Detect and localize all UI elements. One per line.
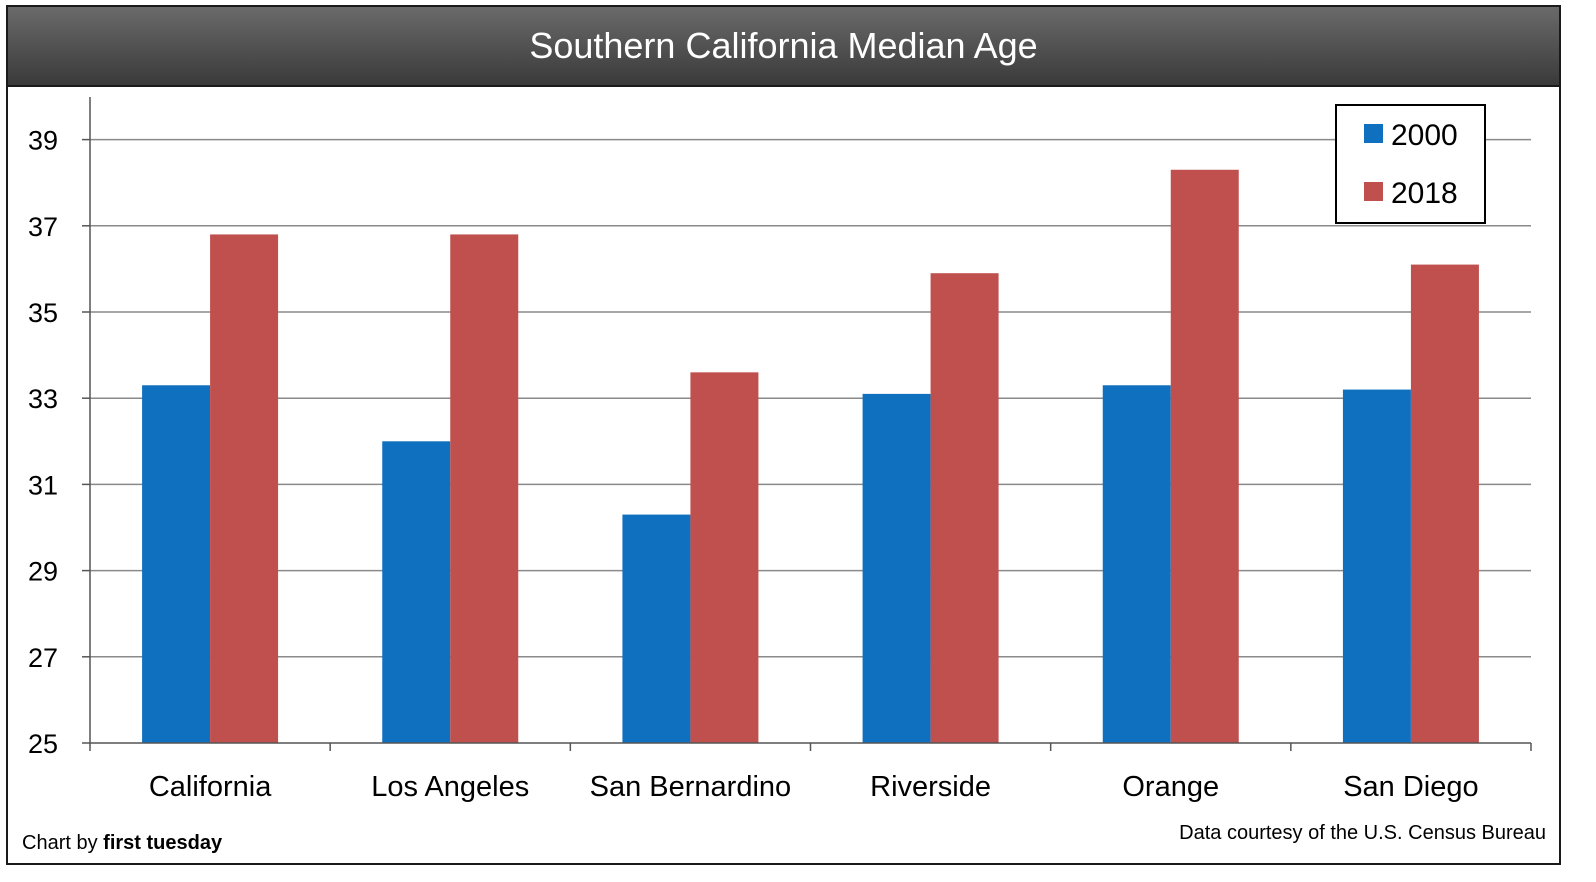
y-tick-label: 35 <box>28 298 58 328</box>
credit-brand: first tuesday <box>103 832 223 854</box>
grid-lines <box>90 138 1531 658</box>
legend-swatch <box>1364 182 1383 201</box>
chart-title: Southern California Median Age <box>8 7 1559 87</box>
bar-2018-riverside <box>930 273 999 743</box>
y-tick-label: 31 <box>28 470 58 500</box>
credit-prefix: Chart by <box>22 832 98 854</box>
legend-swatch <box>1364 124 1383 143</box>
credit-text: Chart by first tuesday <box>22 832 222 855</box>
y-tick-label: 33 <box>28 384 58 414</box>
bar-2000-orange <box>1102 385 1171 743</box>
y-tick-label: 25 <box>28 729 58 759</box>
y-tick-label: 37 <box>28 212 58 242</box>
axes: 25 27 29 31 33 35 37 39 California Los Angeles San… <box>28 97 1532 803</box>
bar-2000-california <box>142 385 211 743</box>
x-tick-label: Riverside <box>870 771 991 803</box>
y-tick-label: 29 <box>28 557 58 587</box>
source-text: Data courtesy of the U.S. Census Bureau <box>1179 822 1546 844</box>
bar-2018-california <box>210 234 279 744</box>
legend: 2000 2018 <box>1335 104 1486 224</box>
bar-2000-los-angeles <box>382 441 451 743</box>
x-tick-label: San Bernardino <box>590 771 792 803</box>
bar-2000-san-bernardino <box>622 514 691 743</box>
bar-2000-san-diego <box>1342 389 1411 743</box>
legend-label: 2018 <box>1391 177 1458 210</box>
bar-2018-san-bernardino <box>690 372 759 743</box>
bar-2000-riverside <box>862 393 931 743</box>
y-tick-label: 27 <box>28 643 58 673</box>
x-tick-label: California <box>149 771 272 803</box>
legend-label: 2000 <box>1391 119 1458 152</box>
bars <box>142 169 1479 744</box>
x-tick-label: Orange <box>1122 771 1219 803</box>
bar-2018-orange <box>1170 169 1239 743</box>
y-tick-label: 39 <box>28 126 58 156</box>
legend-box <box>1335 104 1486 224</box>
bar-2018-san-diego <box>1410 264 1479 743</box>
x-tick-label: San Diego <box>1343 771 1478 803</box>
bar-2018-los-angeles <box>450 234 519 744</box>
x-tick-label: Los Angeles <box>371 771 529 803</box>
